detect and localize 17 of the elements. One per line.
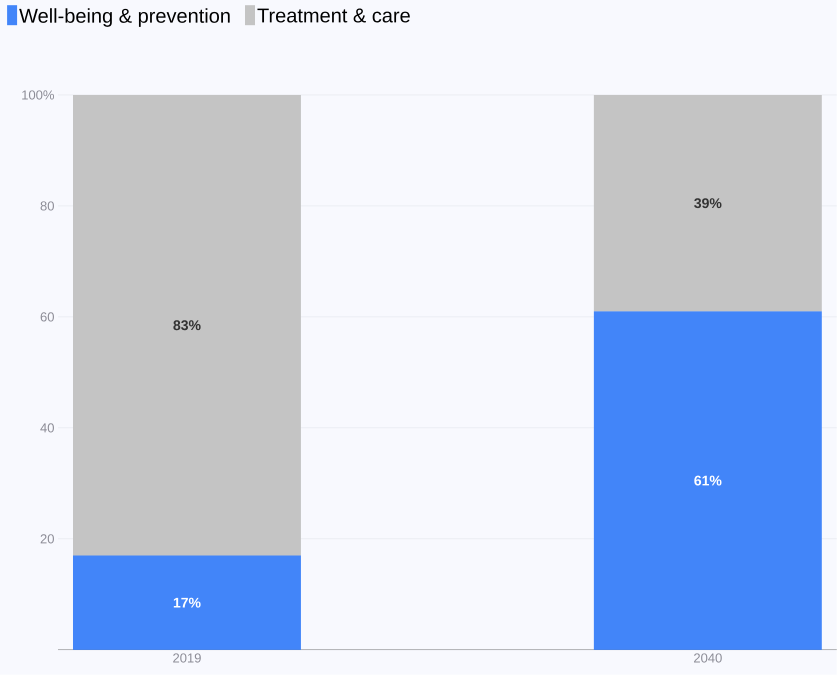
y-tick-label: 40 <box>40 423 54 433</box>
legend-label: Treatment & care <box>257 8 410 23</box>
bar <box>594 95 822 312</box>
x-tick-label: 2040 <box>694 653 722 663</box>
data-label: 61% <box>694 476 722 486</box>
y-tick-label: 60 <box>40 312 54 322</box>
bar <box>594 311 822 650</box>
bar <box>72 556 301 650</box>
legend-label: Well-being & prevention <box>19 8 230 27</box>
x-tick-label: 2019 <box>173 653 201 663</box>
data-label: 39% <box>694 198 722 208</box>
data-label: 83% <box>173 320 201 330</box>
y-tick-label: 100% <box>22 90 54 100</box>
bar <box>72 95 301 556</box>
y-tick-label: 20 <box>40 534 54 544</box>
data-label: 17% <box>174 598 201 608</box>
y-tick-label: 80 <box>40 201 54 211</box>
